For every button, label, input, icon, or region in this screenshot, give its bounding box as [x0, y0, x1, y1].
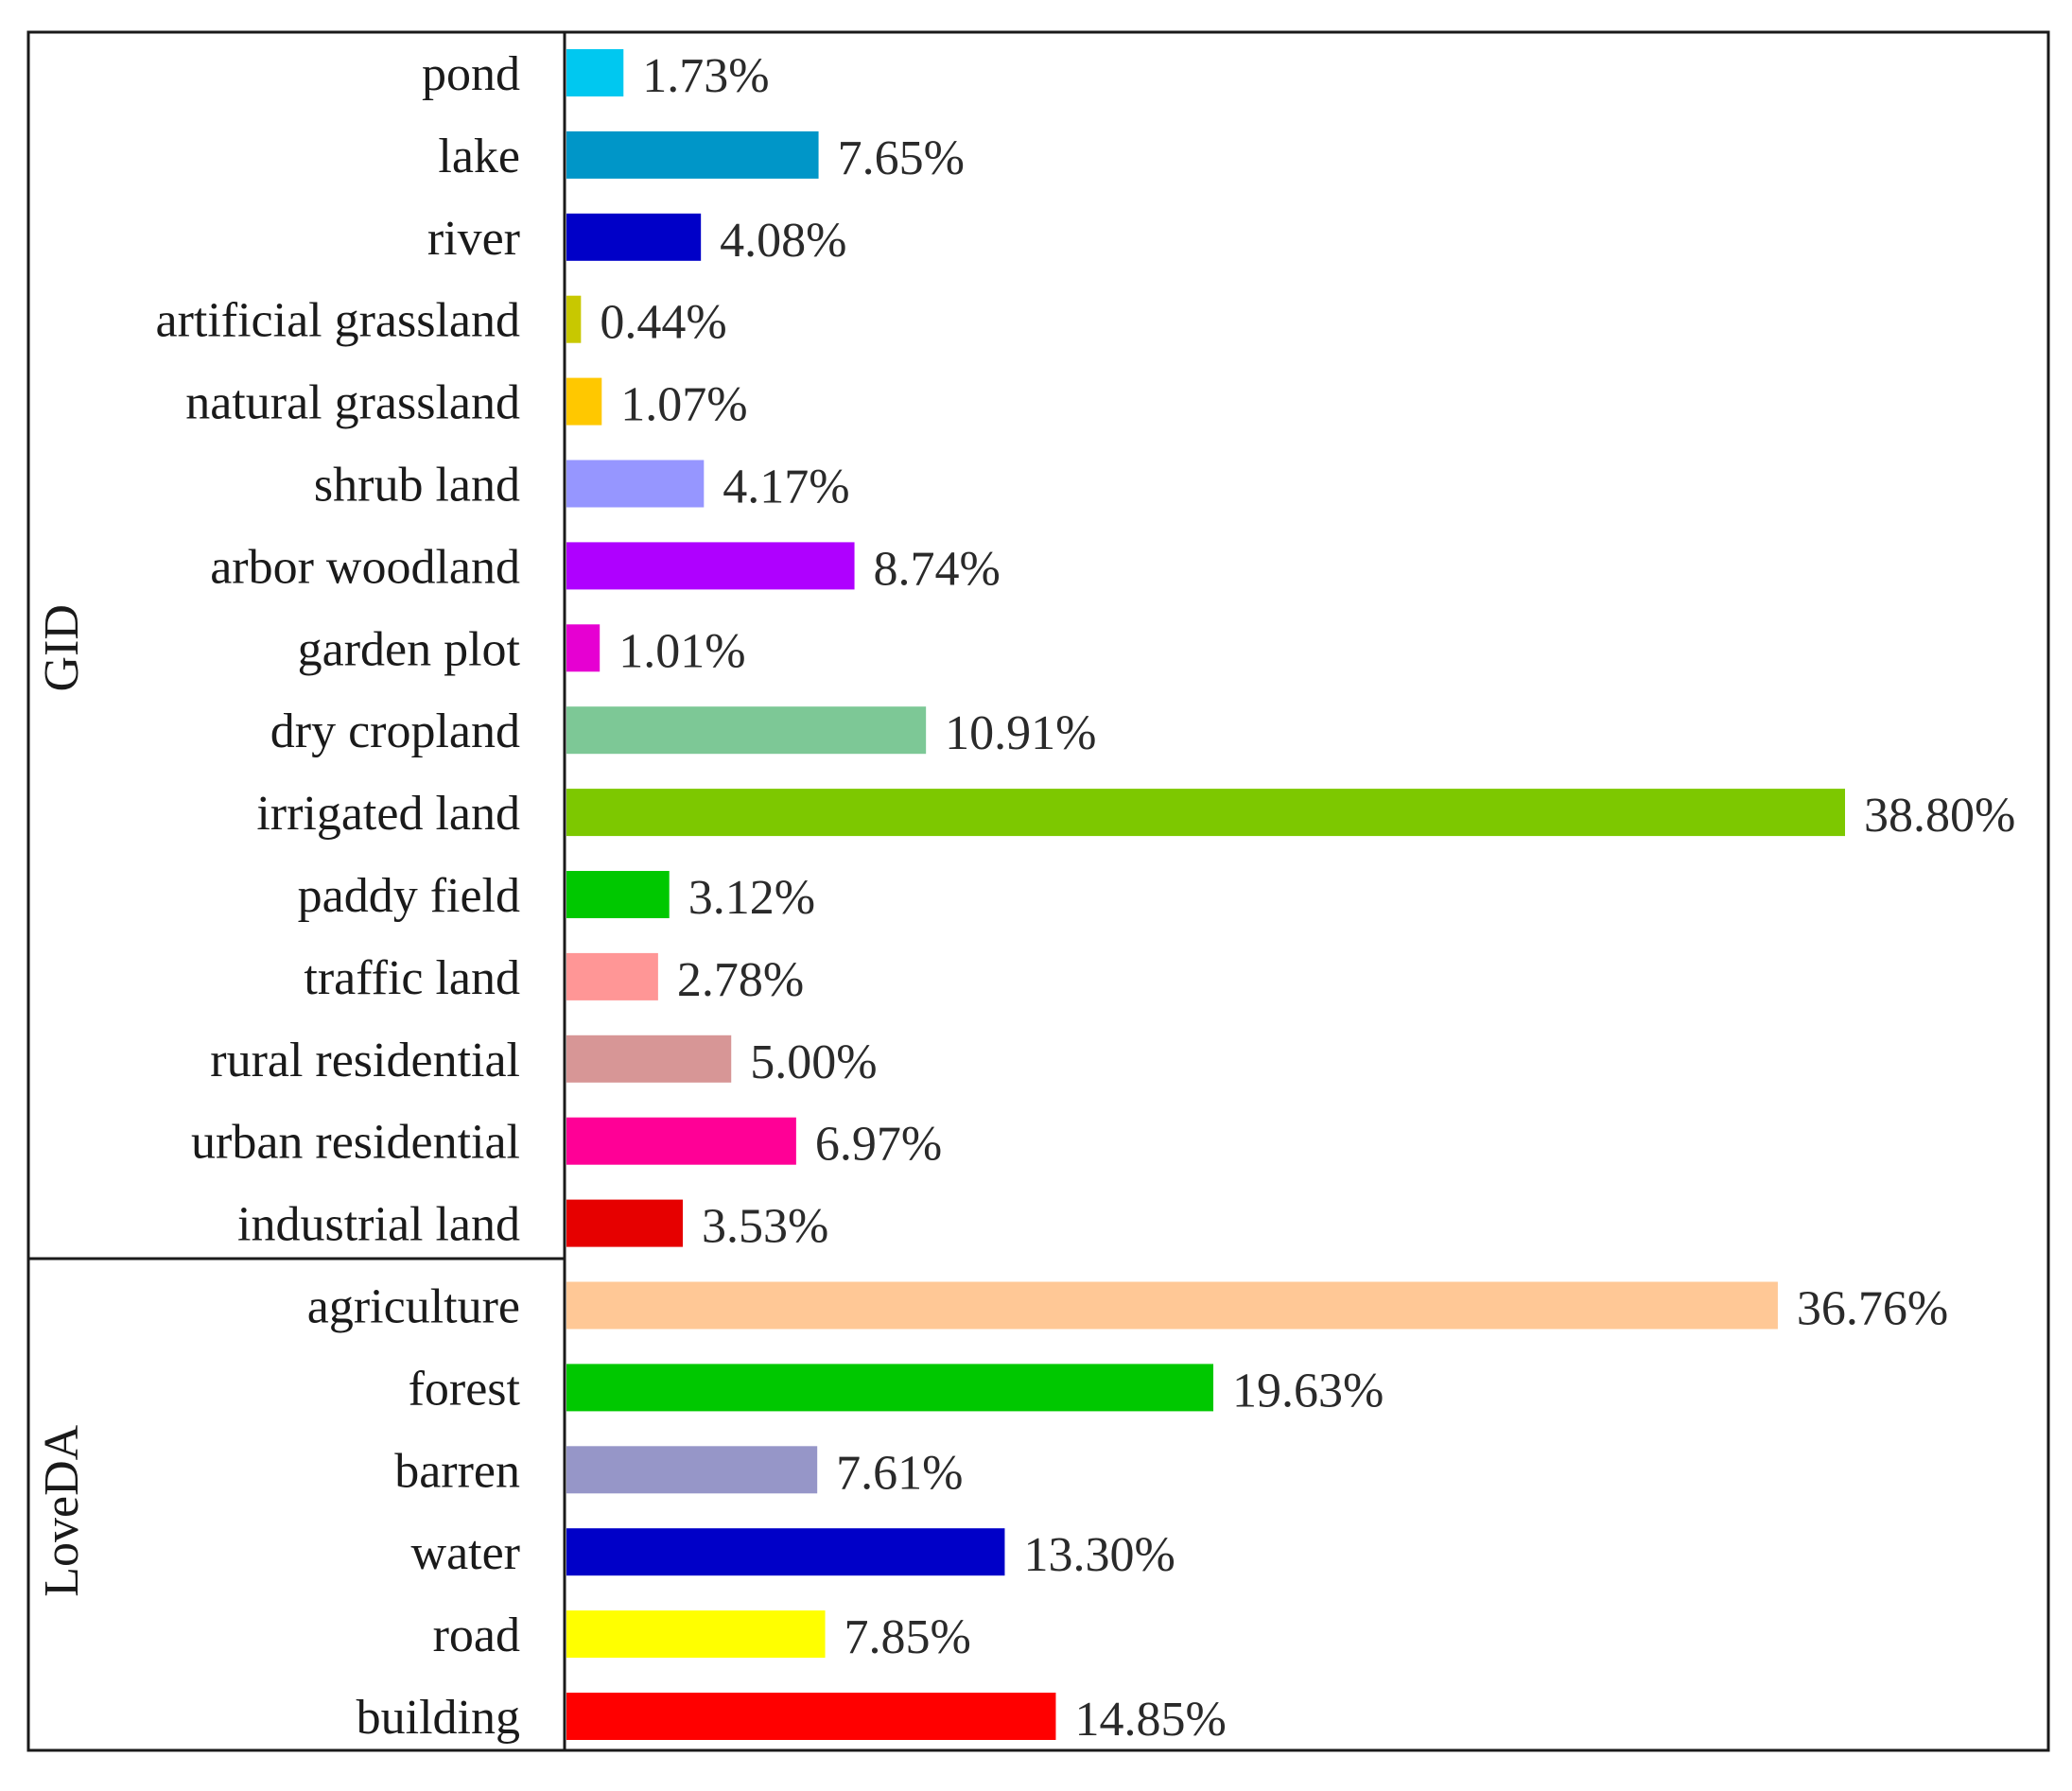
bar-traffic-land: [566, 952, 658, 1000]
value-label-rural-residential: 5.00%: [750, 1035, 877, 1089]
category-label-industrial-land: industrial land: [237, 1198, 520, 1252]
bar-artificial-grassland: [566, 295, 582, 343]
category-label-urban-residential: urban residential: [191, 1116, 520, 1170]
bar-rural-residential: [566, 1035, 732, 1083]
bar-dry-cropland: [566, 706, 927, 755]
category-label-river: river: [427, 212, 520, 266]
value-label-water: 13.30%: [1023, 1528, 1175, 1582]
category-labels: pond lake river artificial grassland natural…: [155, 47, 520, 1745]
bar-road: [566, 1610, 826, 1659]
value-label-forest: 19.63%: [1232, 1364, 1384, 1417]
group-label-loveda: LoveDA: [35, 1424, 89, 1596]
category-label-lake: lake: [438, 130, 520, 183]
value-label-agriculture: 36.76%: [1797, 1282, 1948, 1336]
category-label-agriculture: agriculture: [307, 1280, 520, 1334]
value-label-dry-cropland: 10.91%: [945, 706, 1096, 760]
value-label-urban-residential: 6.97%: [815, 1118, 942, 1172]
bar-arbor-woodland: [566, 542, 855, 590]
category-label-pond: pond: [422, 47, 520, 101]
value-label-garden-plot: 1.01%: [618, 624, 745, 678]
value-label-industrial-land: 3.53%: [702, 1200, 828, 1254]
bar-forest: [566, 1364, 1214, 1412]
value-label-barren: 7.61%: [836, 1446, 963, 1500]
value-label-river: 4.08%: [720, 214, 846, 268]
category-label-road: road: [433, 1608, 520, 1662]
category-label-arbor-woodland: arbor woodland: [210, 540, 520, 594]
bar-industrial-land: [566, 1199, 684, 1247]
bar-garden-plot: [566, 624, 601, 672]
value-label-lake: 7.65%: [838, 131, 965, 185]
category-label-shrub-land: shrub land: [314, 459, 520, 513]
bar-pond: [566, 49, 624, 96]
category-label-artificial-grassland: artificial grassland: [155, 294, 520, 348]
value-label-building: 14.85%: [1074, 1693, 1226, 1747]
value-labels: 1.73% 7.65% 4.08% 0.44% 1.07% 4.17% 8.74% 1.01%…: [600, 49, 2015, 1747]
bar-river: [566, 213, 702, 261]
category-label-rural-residential: rural residential: [210, 1034, 520, 1087]
value-label-paddy-field: 3.12%: [688, 871, 815, 925]
chart-frame: [26, 30, 2050, 1752]
bar-agriculture: [566, 1281, 1778, 1330]
value-label-arbor-woodland: 8.74%: [874, 542, 1001, 596]
bar-irrigated-land: [566, 789, 1845, 837]
category-label-water: water: [411, 1526, 520, 1580]
category-label-paddy-field: paddy field: [298, 869, 520, 923]
category-label-building: building: [357, 1691, 520, 1745]
value-label-traffic-land: 2.78%: [677, 953, 804, 1007]
category-label-natural-grassland: natural grassland: [185, 376, 520, 430]
value-label-pond: 1.73%: [642, 49, 769, 103]
category-label-barren: barren: [394, 1444, 520, 1498]
value-label-natural-grassland: 1.07%: [620, 378, 747, 432]
bar-paddy-field: [566, 871, 670, 918]
category-label-dry-cropland: dry cropland: [270, 704, 520, 758]
bar-natural-grassland: [566, 377, 602, 426]
bar-building: [566, 1693, 1056, 1740]
value-label-irrigated-land: 38.80%: [1864, 789, 2015, 843]
category-label-garden-plot: garden plot: [298, 622, 521, 676]
bar-water: [566, 1528, 1005, 1576]
bar-lake: [566, 130, 819, 179]
value-label-artificial-grassland: 0.44%: [600, 296, 726, 350]
value-label-road: 7.85%: [844, 1610, 971, 1664]
bar-urban-residential: [566, 1117, 796, 1165]
group-labels: GID LoveDA: [35, 604, 89, 1597]
bars: [566, 49, 1845, 1740]
category-label-irrigated-land: irrigated land: [256, 787, 520, 841]
category-label-traffic-land: traffic land: [304, 951, 520, 1005]
category-label-forest: forest: [409, 1362, 521, 1416]
group-label-gid: GID: [35, 604, 89, 691]
bar-barren: [566, 1446, 818, 1494]
value-label-shrub-land: 4.17%: [723, 461, 849, 514]
bar-shrub-land: [566, 460, 705, 508]
